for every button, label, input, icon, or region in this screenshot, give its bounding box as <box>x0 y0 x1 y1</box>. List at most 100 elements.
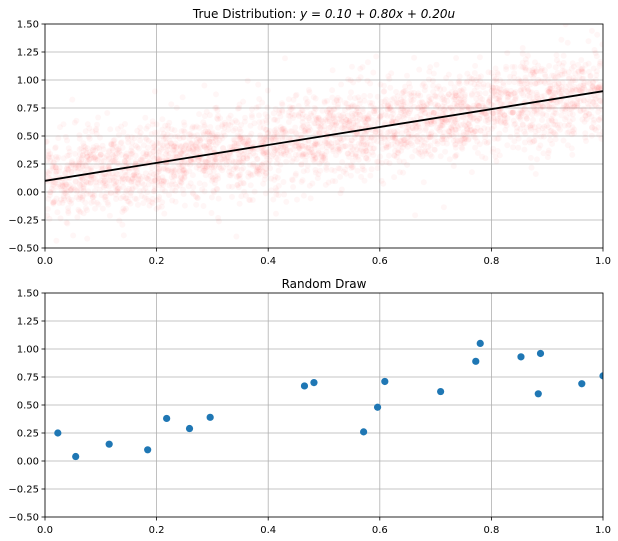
cloud-point <box>228 173 234 179</box>
y-tick-label: −0.25 <box>8 216 39 227</box>
cloud-point <box>564 89 570 95</box>
cloud-point <box>238 136 244 142</box>
cloud-point <box>270 197 276 203</box>
cloud-point <box>351 121 357 127</box>
cloud-point <box>260 181 266 187</box>
cloud-point <box>369 134 375 140</box>
data-point <box>599 372 603 380</box>
cloud-point <box>59 200 65 206</box>
cloud-point <box>171 173 177 179</box>
cloud-point <box>380 146 386 152</box>
cloud-point <box>395 116 401 122</box>
cloud-point <box>336 149 342 155</box>
cloud-point <box>384 133 390 139</box>
cloud-point <box>80 152 86 158</box>
cloud-point <box>381 88 387 94</box>
y-tick-label: 0.25 <box>17 429 39 440</box>
cloud-point <box>87 136 93 142</box>
cloud-point <box>419 104 425 110</box>
cloud-point <box>509 64 515 70</box>
cloud-point <box>330 67 336 73</box>
cloud-point <box>569 152 575 158</box>
cloud-point <box>97 135 103 141</box>
cloud-point <box>132 135 138 141</box>
cloud-point <box>234 119 240 125</box>
data-point <box>536 349 545 358</box>
cloud-point <box>469 92 475 98</box>
cloud-point <box>416 67 422 73</box>
cloud-point <box>508 88 514 94</box>
cloud-point <box>154 170 160 176</box>
cloud-point <box>417 136 423 142</box>
cloud-point <box>446 91 452 97</box>
cloud-point <box>370 70 376 76</box>
cloud-point <box>128 201 134 207</box>
cloud-point <box>307 183 313 189</box>
cloud-point <box>585 104 591 110</box>
cloud-point <box>124 160 130 166</box>
x-tick-label: 0.4 <box>260 525 276 536</box>
cloud-point <box>595 124 601 130</box>
cloud-point <box>596 117 602 123</box>
cloud-point <box>301 193 307 199</box>
cloud-point <box>135 202 141 208</box>
cloud-point <box>315 148 321 154</box>
cloud-point <box>300 107 306 113</box>
cloud-point <box>265 88 271 94</box>
cloud-point <box>323 165 329 171</box>
cloud-point <box>508 109 514 115</box>
cloud-point <box>47 168 53 174</box>
cloud-point <box>525 53 531 59</box>
cloud-point <box>462 92 468 98</box>
cloud-point <box>67 199 73 205</box>
cloud-point <box>200 168 206 174</box>
cloud-point <box>506 79 512 85</box>
y-tick-label: 1.25 <box>17 48 39 59</box>
cloud-point <box>477 54 483 60</box>
cloud-point <box>578 108 584 114</box>
cloud-point <box>249 112 255 118</box>
cloud-point <box>545 89 551 95</box>
cloud-point <box>81 210 87 216</box>
cloud-point <box>69 97 75 103</box>
cloud-point <box>426 77 432 83</box>
cloud-point <box>86 166 92 172</box>
cloud-point <box>447 156 453 162</box>
cloud-point <box>530 117 536 123</box>
cloud-point <box>47 151 53 157</box>
cloud-point <box>597 63 603 69</box>
cloud-point <box>512 79 518 85</box>
cloud-point <box>339 119 345 125</box>
cloud-point <box>282 55 288 61</box>
cloud-point <box>80 186 86 192</box>
cloud-point <box>434 62 440 68</box>
cloud-point <box>313 106 319 112</box>
cloud-point <box>104 110 110 116</box>
cloud-point <box>409 154 415 160</box>
cloud-point <box>521 129 527 135</box>
y-tick-label: −0.25 <box>8 485 39 496</box>
cloud-point <box>234 141 240 147</box>
cloud-point <box>424 137 430 143</box>
cloud-point <box>366 152 372 158</box>
cloud-point <box>350 146 356 152</box>
data-point <box>373 403 382 411</box>
regression-line <box>45 90 603 182</box>
cloud-point <box>240 165 246 171</box>
cloud-point <box>402 112 408 118</box>
chart-title: True Distribution: y = 0.10 + 0.80x + 0.… <box>192 7 456 21</box>
cloud-point <box>66 145 72 151</box>
cloud-point <box>554 52 560 58</box>
cloud-point <box>570 111 576 117</box>
cloud-point <box>493 154 499 160</box>
data-point <box>360 428 368 436</box>
cloud-point <box>341 136 347 142</box>
cloud-point <box>450 123 456 129</box>
cloud-point <box>207 132 213 138</box>
cloud-point <box>573 87 579 93</box>
cloud-point <box>511 138 517 144</box>
cloud-point <box>132 196 138 202</box>
cloud-point <box>408 90 414 96</box>
cloud-point <box>69 160 75 166</box>
cloud-point <box>393 89 399 95</box>
